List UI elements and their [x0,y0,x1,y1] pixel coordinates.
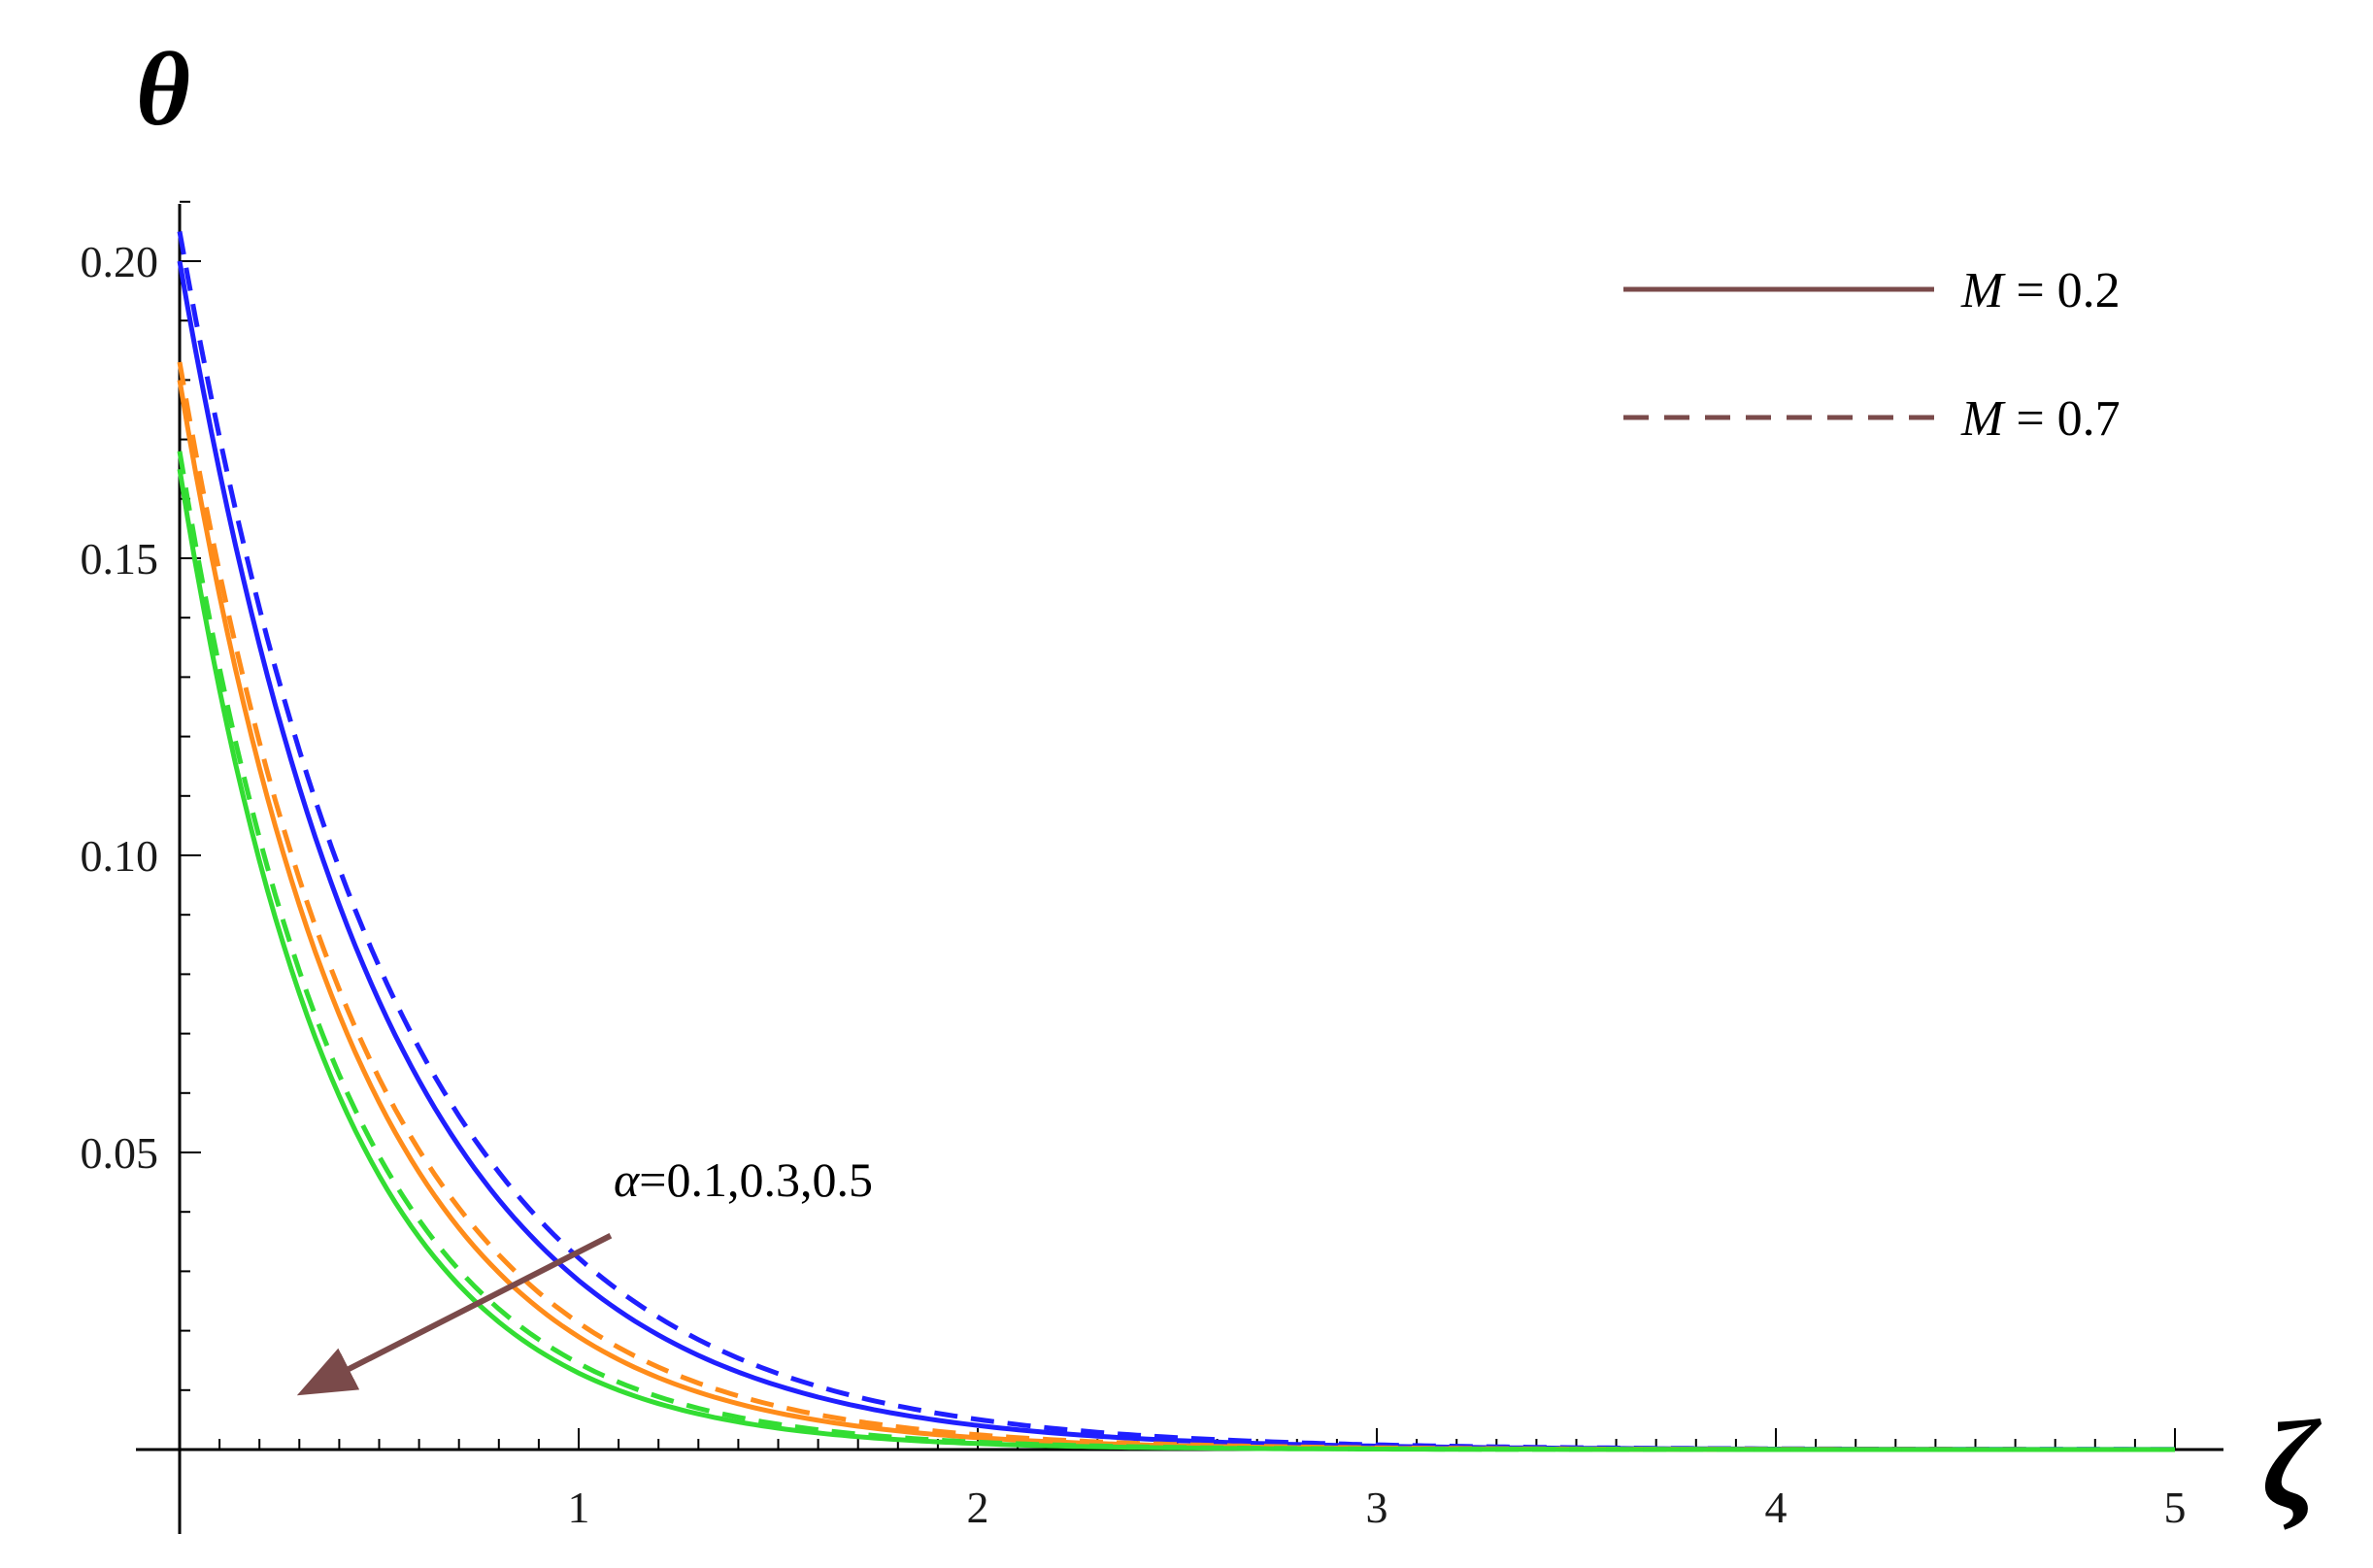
annotation-label: α=0.1,0.3,0.5 [614,1152,873,1207]
tick-marks: 1 2 3 4 5 0.05 0.10 0.15 0.20 [81,200,2187,1532]
annotation: α=0.1,0.3,0.5 [296,1152,873,1396]
series-line-dashed [177,450,2175,1452]
y-tick-label: 0.15 [81,534,159,584]
y-tick-label: 0.05 [81,1128,159,1178]
legend-label: M = 0.7 [1960,391,2121,447]
y-axis-title: θ [136,32,190,148]
series-line-solid [177,260,2175,1452]
x-tick-label: 2 [967,1483,989,1532]
x-tick-label: 3 [1366,1483,1388,1532]
x-axis-title: ζ [2262,1395,2323,1535]
legend-label: M = 0.2 [1960,263,2121,318]
y-tick-label: 0.20 [81,237,159,286]
y-tick-label: 0.10 [81,831,159,881]
series-line-dashed [177,230,2175,1452]
x-tick-label: 5 [2164,1483,2187,1532]
curves [177,230,2175,1452]
annotation-arrow [296,1233,613,1396]
x-tick-label: 4 [1765,1483,1788,1532]
series-line-dashed [177,361,2175,1452]
x-tick-label: 1 [568,1483,590,1532]
legend: M = 0.2 M = 0.7 [1623,263,2121,447]
axes [136,204,2223,1534]
